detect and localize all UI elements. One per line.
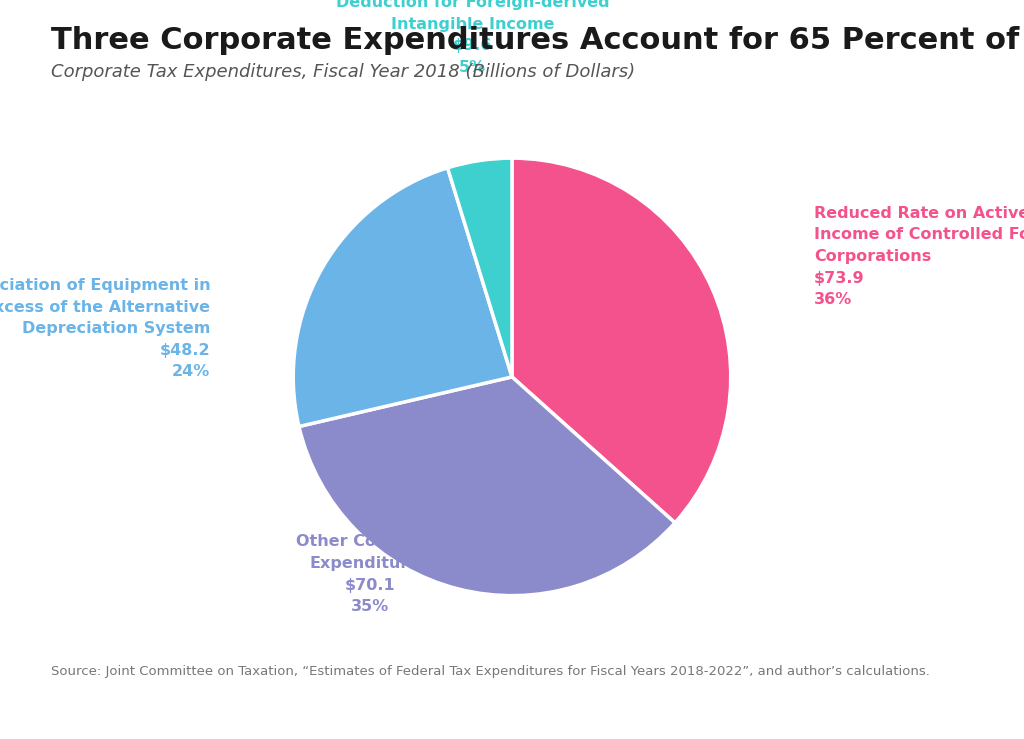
- Text: Reduced Rate on Active
Income of Controlled Foreign
Corporations
$73.9
36%: Reduced Rate on Active Income of Control…: [814, 206, 1024, 307]
- Wedge shape: [293, 168, 512, 426]
- Text: Depreciation of Equipment in
Excess of the Alternative
Depreciation System
$48.2: Depreciation of Equipment in Excess of t…: [0, 278, 210, 379]
- Text: Three Corporate Expenditures Account for 65 Percent of Total Cost: Three Corporate Expenditures Account for…: [51, 26, 1024, 55]
- Wedge shape: [512, 158, 731, 522]
- Text: Corporate Tax Expenditures, Fiscal Year 2018 (Billions of Dollars): Corporate Tax Expenditures, Fiscal Year …: [51, 63, 635, 81]
- Text: Deduction for Foreign-derived
Intangible Income
$9.6
5%: Deduction for Foreign-derived Intangible…: [336, 0, 609, 75]
- Text: @TaxFoundation: @TaxFoundation: [862, 702, 998, 721]
- Text: Other Corporate
Expenditures
$70.1
35%: Other Corporate Expenditures $70.1 35%: [296, 534, 443, 614]
- Wedge shape: [447, 158, 512, 377]
- Wedge shape: [299, 377, 675, 596]
- Text: TAX FOUNDATION: TAX FOUNDATION: [26, 702, 205, 721]
- Text: Source: Joint Committee on Taxation, “Estimates of Federal Tax Expenditures for : Source: Joint Committee on Taxation, “Es…: [51, 665, 930, 678]
